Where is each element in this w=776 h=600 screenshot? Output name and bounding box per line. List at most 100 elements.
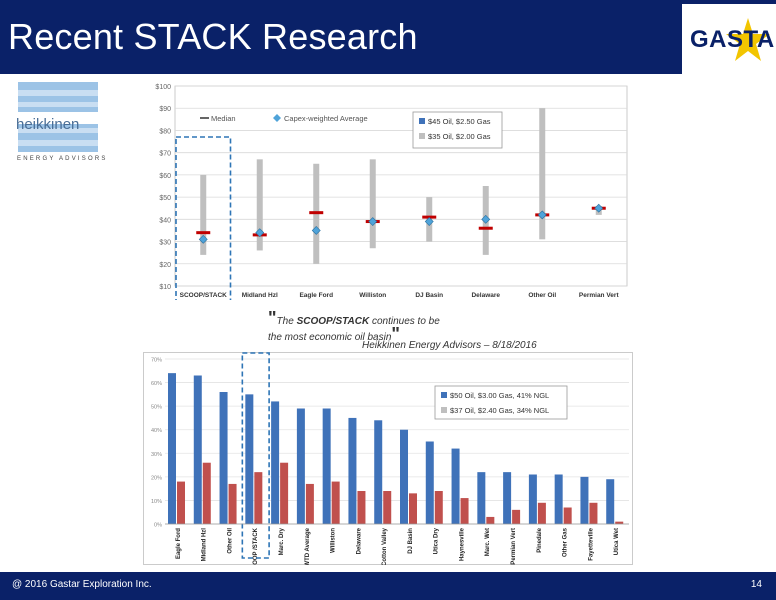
y-tick-label: $40 [159, 217, 171, 224]
category-label: DJ Basin [415, 292, 443, 299]
category-label: Eagle Ford [299, 292, 333, 299]
legend-label-2: $37 Oil, $2.40 Gas, 34% NGL [450, 406, 549, 415]
median-marker [309, 211, 324, 215]
bar-series-1 [528, 474, 537, 524]
y-tick-label: $80 [159, 128, 171, 135]
bar-series-1 [219, 392, 228, 524]
category-label: Delaware [356, 527, 362, 554]
y-tick-label: 40% [151, 428, 162, 434]
legend-label-1: $50 Oil, $3.00 Gas, 41% NGL [450, 391, 549, 400]
highlight-box [175, 136, 232, 300]
y-tick-label: $10 [159, 284, 171, 291]
y-tick-label: 10% [151, 499, 162, 505]
bar-series-2 [177, 481, 185, 524]
y-tick-label: $30 [159, 240, 171, 247]
legend-capex-marker [273, 114, 281, 122]
bar-series-2 [615, 521, 624, 524]
bar-series-1 [193, 375, 202, 524]
bar-series-2 [486, 516, 495, 524]
bar-series-1 [245, 394, 254, 524]
median-marker [478, 226, 493, 230]
bar-series-2 [202, 462, 211, 524]
capex-average-point [255, 228, 265, 238]
category-label: Other Oil [528, 292, 556, 299]
capex-average-point [424, 217, 434, 226]
capex-average-point [198, 234, 208, 244]
bar-series-1 [296, 408, 305, 524]
title-bar: Recent STACK Research GASTAR [0, 0, 776, 74]
legend-median-label: Median [211, 114, 236, 123]
gastar-logo-text: GASTAR [690, 26, 776, 53]
bar-series-1 [580, 476, 589, 524]
category-label: Haynesville [459, 527, 465, 561]
bar-chart: 0% 10% 20% 30% 40% 50% 60% 70% Eagle Ford Midland… [143, 352, 633, 565]
capex-average-point [537, 210, 547, 220]
range-bar [200, 174, 207, 255]
bar-series-2 [280, 462, 289, 524]
y-tick-label: $70 [159, 151, 171, 158]
category-label: DJ Basin [408, 528, 414, 554]
range-bar [369, 159, 376, 249]
bar-series-2 [357, 491, 366, 524]
category-label: Cotton Valley [382, 527, 388, 565]
range-chart: $10 $20 $30 $40 $50 $60 $70 $80 $90 $100 SCOOP/STA… [155, 84, 628, 300]
legend-capex-label: Capex-weighted Average [284, 114, 368, 123]
legend-swatch-2 [441, 407, 447, 413]
y-tick-label: 0% [154, 523, 162, 529]
bar-series-2 [589, 502, 598, 524]
capex-average-point [311, 226, 321, 235]
y-tick-label: 60% [151, 381, 162, 387]
range-bar [539, 108, 546, 240]
bar-series-2 [409, 493, 417, 524]
category-label: Permian Vert [511, 528, 517, 565]
quote-open-mark: " [268, 308, 277, 328]
bar-series-2 [537, 502, 546, 524]
category-label: Utica Dry [434, 527, 440, 554]
page-number: 14 [750, 579, 762, 590]
category-label: Marc. Wet [485, 528, 491, 556]
category-label: Midland Hzl [202, 528, 208, 562]
page-title: Recent STACK Research [8, 16, 418, 57]
category-label: Other Oil [227, 528, 233, 554]
footer-copyright: @ 2016 Gastar Exploration Inc. [12, 579, 152, 590]
legend-swatch-2 [419, 133, 425, 139]
capex-average-point [481, 214, 491, 224]
quote-emphasis: SCOOP/STACK [296, 316, 370, 327]
quote: "The SCOOP/STACK continues to be the mos… [268, 309, 440, 344]
capex-average-point [368, 217, 378, 226]
bar-series-2 [254, 472, 263, 524]
median-marker [422, 215, 437, 219]
bar-series-1 [168, 373, 176, 524]
quote-line2: the most economic oil basin [268, 332, 392, 343]
category-label: Williston [359, 292, 386, 299]
range-bar [256, 159, 263, 251]
star-icon [726, 18, 770, 61]
y-tick-label: $50 [159, 195, 171, 202]
quote-text-before: The [276, 316, 297, 327]
y-tick-label: 50% [151, 405, 162, 411]
highlight-box [241, 352, 270, 559]
category-label: Fayetteville [588, 527, 594, 560]
legend-box [434, 385, 568, 420]
median-marker [196, 231, 211, 235]
bar-series-1 [322, 408, 331, 524]
bar-series-1 [271, 401, 280, 524]
bar-series-1 [477, 472, 486, 524]
category-label: Eagle Ford [176, 528, 182, 559]
bar-series-1 [425, 441, 434, 524]
y-tick-label: $20 [159, 262, 171, 269]
bar-series-1 [503, 472, 512, 524]
bar-series-1 [554, 474, 563, 524]
footer: @ 2016 Gastar Exploration Inc. 14 [0, 572, 776, 600]
bar-series-2 [512, 509, 521, 524]
bar-series-1 [606, 479, 615, 524]
legend-label-2: $35 Oil, $2.00 Gas [428, 132, 491, 141]
y-tick-label: $60 [159, 173, 171, 180]
category-label: Midland Hzl [242, 292, 278, 299]
bar-series-1 [451, 448, 460, 524]
capex-average-point [594, 203, 604, 213]
bar-series-2 [228, 483, 237, 524]
legend-box [412, 111, 503, 149]
category-label: SCOOP/STACK [180, 292, 227, 299]
y-tick-label: 30% [151, 452, 162, 458]
